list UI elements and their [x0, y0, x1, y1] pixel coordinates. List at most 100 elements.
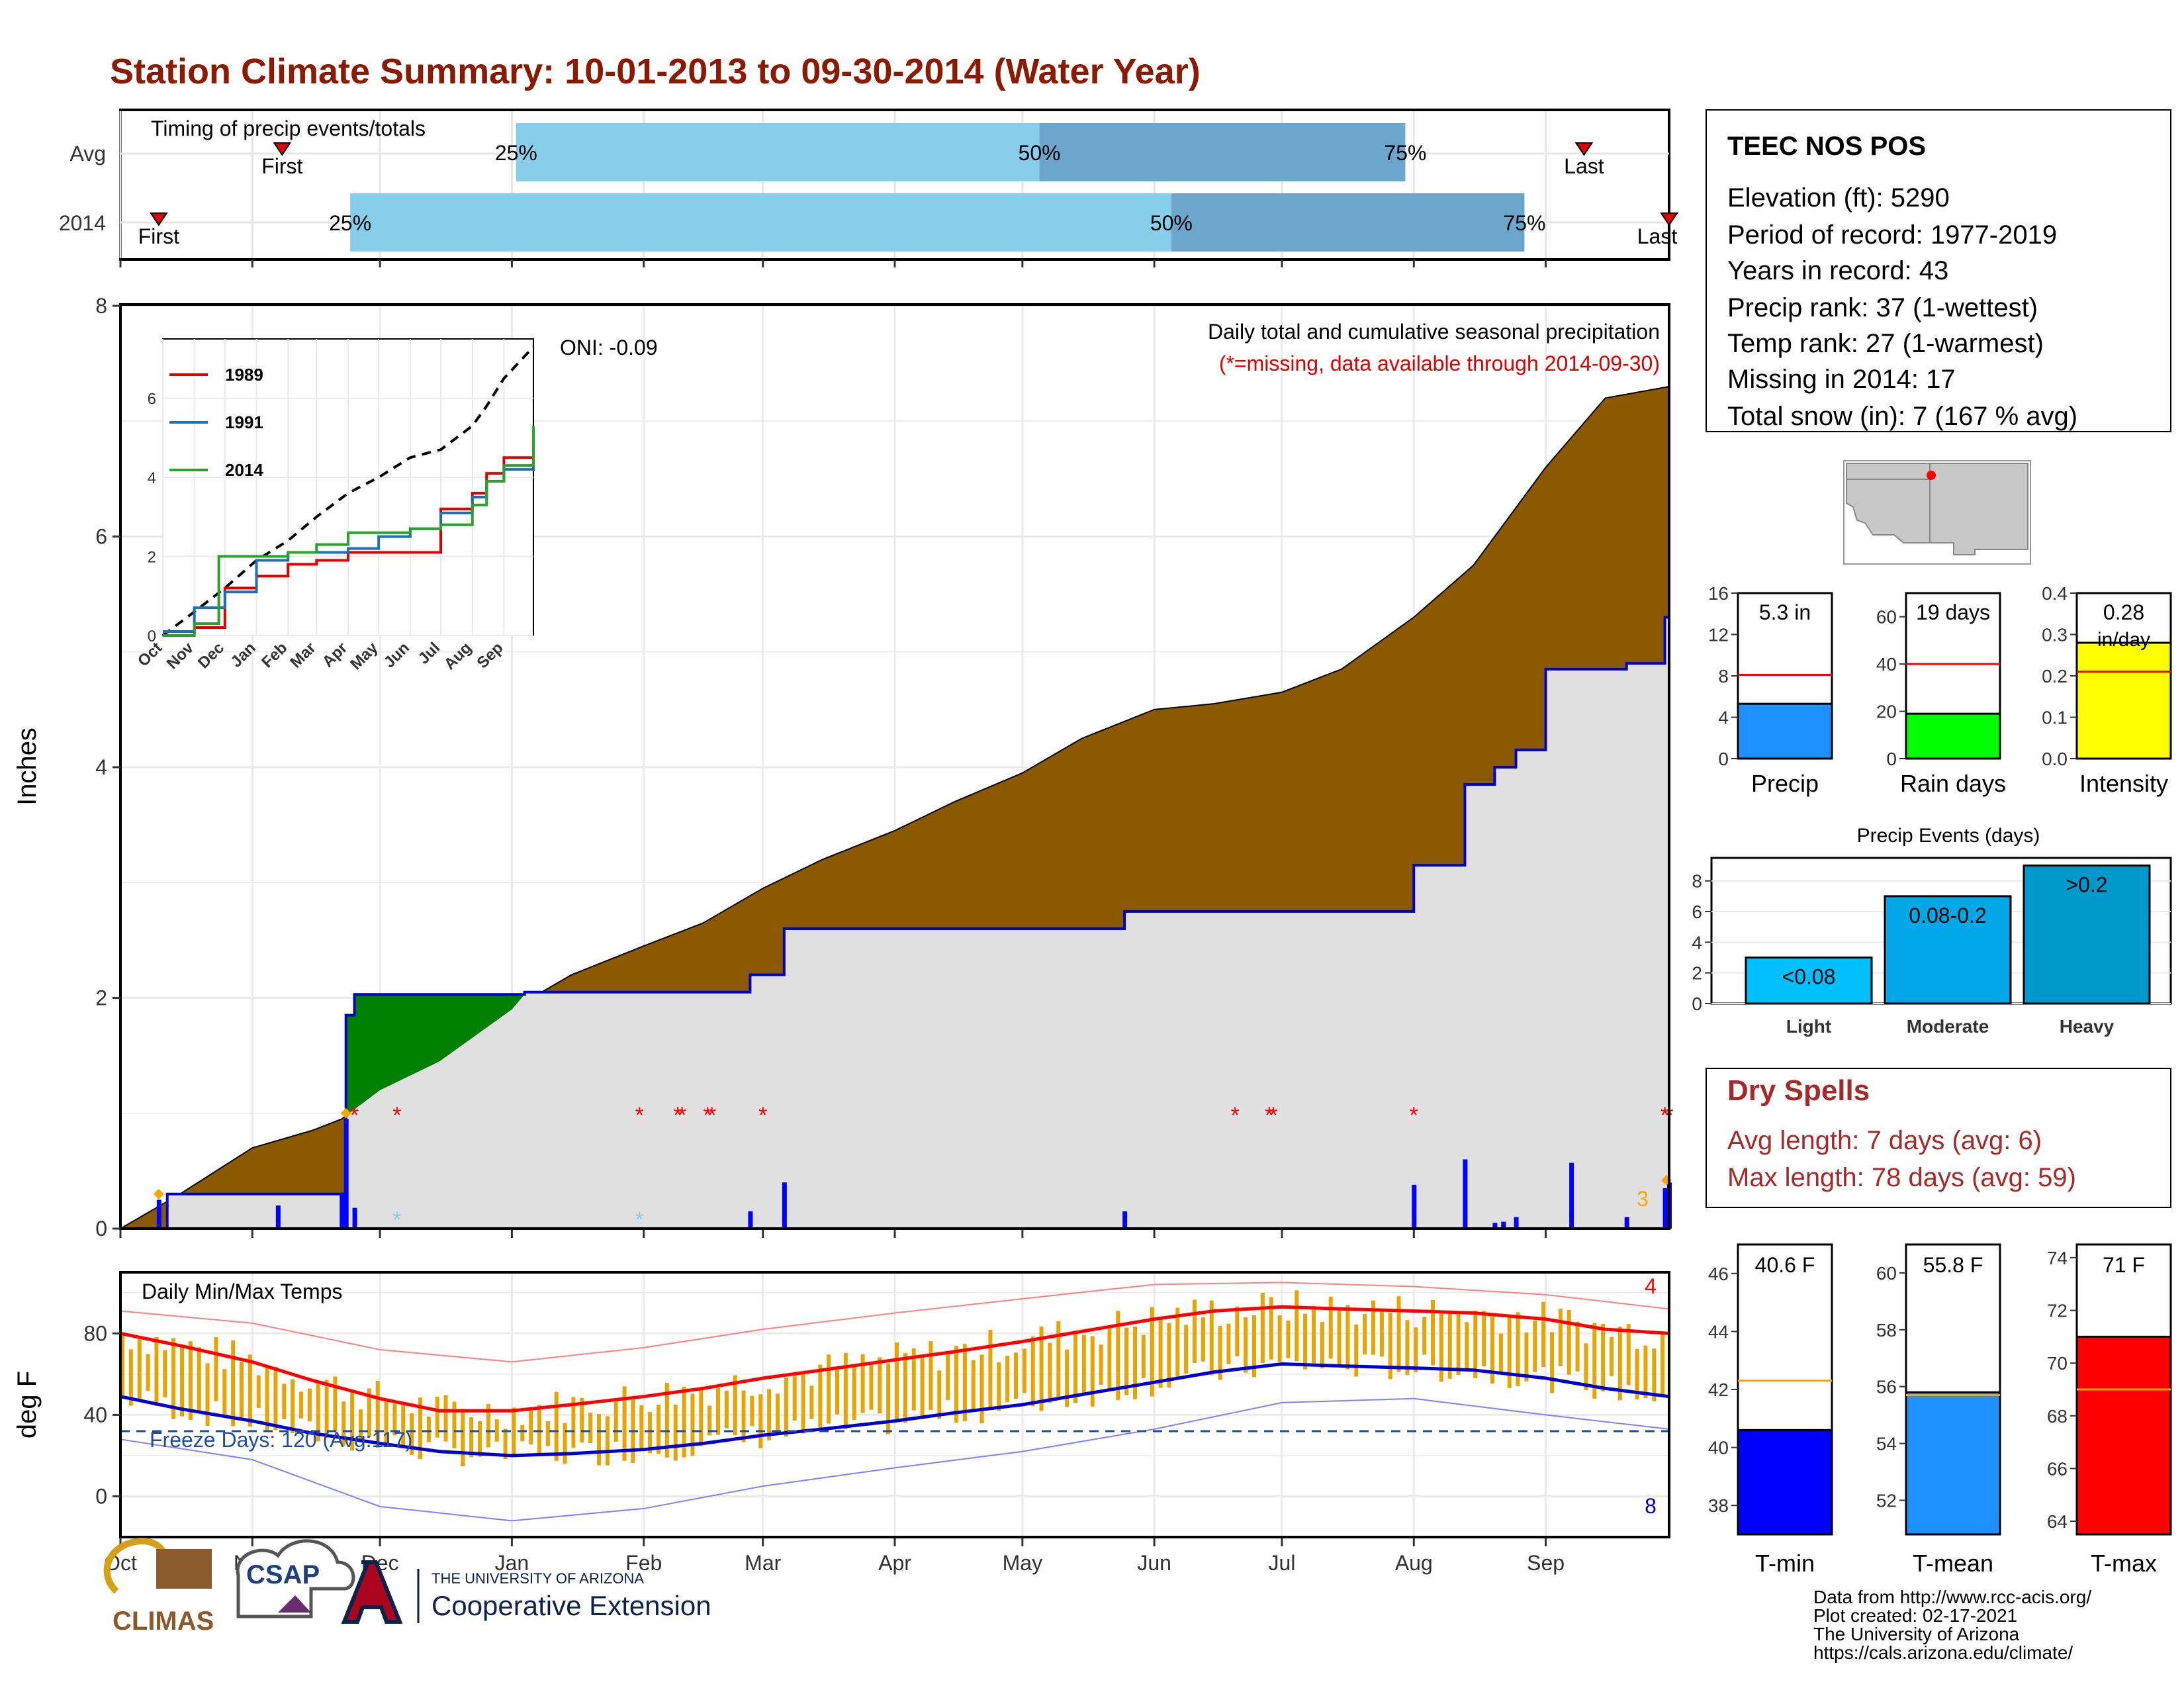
precip-observed-area — [120, 617, 1669, 1229]
timing-avg-75-label: 75% — [1384, 141, 1426, 165]
avg-max-line — [120, 1305, 1670, 1413]
temp-bar-y-tick-label: 64 — [2047, 1511, 2068, 1532]
events-bar-label: 0.08-0.2 — [1909, 904, 1986, 927]
temp-daily-bar — [410, 1413, 414, 1455]
temp-daily-bar — [852, 1366, 856, 1421]
temp-daily-bar — [835, 1370, 839, 1415]
temp-daily-bar — [154, 1336, 159, 1407]
temp-daily-bar — [648, 1411, 653, 1454]
precip-y-tick-label: 4 — [95, 755, 107, 779]
temp-daily-bar — [733, 1375, 737, 1436]
temp-bar-y-tick-label: 72 — [2047, 1301, 2068, 1321]
timing-avg-first-label: First — [261, 154, 302, 178]
temp-bar-y-tick-label: 68 — [2047, 1406, 2068, 1427]
temp-daily-bar — [784, 1377, 788, 1437]
temp-daily-bar — [741, 1390, 746, 1442]
snow-marker: * — [635, 1207, 644, 1233]
temp-bar-value — [2075, 1335, 2172, 1536]
temp-panel-title: Daily Min/Max Temps — [142, 1280, 342, 1303]
temp-daily-bar — [128, 1349, 133, 1406]
temp-daily-bar — [1439, 1310, 1443, 1382]
temp-daily-bar — [1431, 1299, 1435, 1366]
month-label: Sep — [1527, 1551, 1565, 1575]
dry-spells-avg: Avg length: 7 days (avg: 6) — [1727, 1126, 2042, 1155]
mini-bar-unit-label: in/day — [2097, 629, 2150, 651]
temp-daily-bar — [588, 1413, 593, 1444]
temp-daily-bar — [1447, 1313, 1452, 1380]
temp-daily-bar — [605, 1416, 610, 1466]
temp-daily-bar — [1337, 1307, 1342, 1366]
missing-data-marker: * — [1265, 1103, 1273, 1128]
precip-missing-note: (*=missing, data available through 2014-… — [1219, 352, 1660, 375]
temp-daily-bar — [137, 1338, 142, 1400]
temp-daily-bar — [273, 1366, 278, 1430]
temp-daily-bar — [1388, 1312, 1392, 1380]
precip-note: Daily total and cumulative seasonal prec… — [1208, 320, 1660, 344]
missing-data-marker: * — [635, 1103, 644, 1128]
precip-y-tick-label: 2 — [95, 986, 107, 1010]
temp-bar-y-tick-label: 58 — [1876, 1320, 1897, 1340]
dry-spells-title: Dry Spells — [1727, 1074, 1870, 1107]
temp-bar-label: T-min — [1755, 1550, 1815, 1577]
page-title: Station Climate Summary: 10-01-2013 to 0… — [110, 52, 1201, 91]
events-category-label: Moderate — [1907, 1016, 1989, 1037]
precip-y-tick-label: 6 — [95, 525, 107, 549]
events-y-tick-label: 8 — [1692, 871, 1702, 892]
events-category-label: Heavy — [2060, 1016, 2115, 1037]
temp-daily-bar — [690, 1393, 695, 1456]
inset-y-tick-label: 4 — [148, 469, 156, 487]
temp-count-bottom: 8 — [1645, 1494, 1657, 1518]
temp-daily-bar — [478, 1421, 482, 1457]
station-name: TEEC NOS POS — [1727, 132, 1926, 161]
temp-daily-bar — [1303, 1313, 1308, 1370]
temp-daily-bar — [818, 1364, 823, 1430]
mini-bar-y-tick-label: 0.2 — [2042, 666, 2068, 686]
temp-daily-bar — [1158, 1317, 1163, 1388]
temp-bar-value-label: 71 F — [2103, 1253, 2145, 1277]
temp-daily-bar — [1575, 1321, 1580, 1372]
inset-y-tick-label: 0 — [148, 628, 156, 645]
temp-daily-bar — [1661, 1333, 1665, 1395]
temp-bar-y-tick-label: 74 — [2047, 1248, 2068, 1268]
temp-daily-bar — [1643, 1345, 1648, 1399]
temp-daily-bar — [1516, 1312, 1520, 1387]
temp-daily-bar — [256, 1375, 261, 1409]
precip-daily-bar — [1501, 1221, 1506, 1229]
footer-url: https://cals.arizona.edu/climate/ — [1813, 1642, 2073, 1663]
temp-daily-bar — [1626, 1324, 1631, 1385]
temp-daily-bar — [1473, 1310, 1478, 1378]
timing-first-marker — [149, 212, 168, 226]
temp-daily-bar — [529, 1411, 533, 1445]
temp-daily-bar — [316, 1382, 320, 1442]
temp-daily-bar — [1141, 1335, 1146, 1378]
temp-daily-bar — [962, 1344, 967, 1422]
temp-daily-bar — [929, 1341, 933, 1411]
temp-daily-bar — [291, 1379, 295, 1433]
temp-daily-bar — [1498, 1333, 1503, 1374]
mini-bar-value — [1905, 712, 2001, 760]
ua-logo: THE UNIVERSITY OF ARIZONA Cooperative Ex… — [341, 1560, 711, 1624]
temp-daily-bar — [197, 1347, 201, 1413]
timing-panel: Timing of precip events/totals Avg 2014 … — [59, 109, 1678, 267]
mini-bar-value-label: 5.3 in — [1759, 600, 1811, 624]
events-y-tick-label: 6 — [1692, 902, 1702, 922]
csap-cloud — [236, 1539, 355, 1618]
temp-daily-bar — [520, 1425, 525, 1442]
station-temp-rank: Temp rank: 27 (1-warmest) — [1727, 329, 2044, 358]
mini-bar-y-tick-label: 4 — [1718, 708, 1729, 728]
temp-daily-bar — [1022, 1348, 1026, 1393]
temp-daily-bar — [1252, 1315, 1256, 1378]
temp-daily-bar — [1209, 1300, 1214, 1376]
events-bar — [2023, 865, 2151, 1005]
events-bar — [1884, 895, 2012, 1005]
timing-row-label-2014: 2014 — [59, 211, 106, 235]
precip-daily-bar — [1662, 1188, 1668, 1229]
temp-bar-y-tick-label: 70 — [2047, 1353, 2068, 1374]
precip-y-axis-title: Inches — [13, 727, 42, 806]
temp-daily-bar — [1414, 1327, 1418, 1372]
mini-bar-y-tick-label: 0 — [1886, 749, 1897, 769]
map-new-mexico — [1929, 463, 2028, 555]
